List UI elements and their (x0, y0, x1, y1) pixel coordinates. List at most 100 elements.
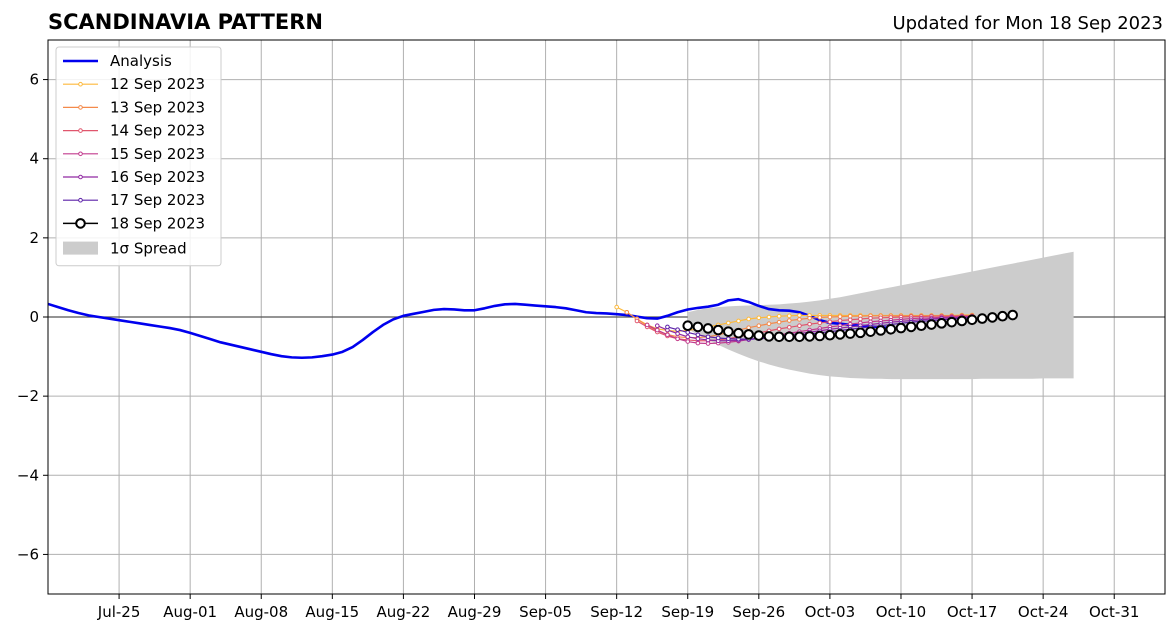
x-tick-label: Jul-25 (97, 603, 141, 621)
forecast-point (966, 314, 978, 326)
forecast-point (926, 319, 937, 330)
forecast-point (804, 331, 815, 342)
forecast-point (773, 331, 785, 343)
analysis-line (47, 297, 902, 360)
legend-swatch-spread (63, 241, 98, 255)
forecast-point (1007, 309, 1018, 321)
forecast-point (763, 331, 775, 342)
forecast-point (915, 320, 927, 332)
forecast-point (786, 324, 792, 330)
y-tick-label: 4 (29, 150, 39, 168)
forecast-point (705, 341, 711, 346)
forecast-point (946, 316, 958, 328)
legend-label: 18 Sep 2023 (110, 214, 205, 232)
forecast-point (726, 320, 731, 326)
forecast-point (976, 313, 988, 324)
y-tick-label: 2 (29, 229, 39, 247)
legend-label: 12 Sep 2023 (110, 75, 205, 93)
forecast-point (756, 315, 762, 321)
forecast-point (654, 327, 660, 333)
forecast-point (824, 329, 836, 341)
forecast-point (746, 325, 751, 330)
x-tick-label: Oct-24 (1018, 603, 1068, 621)
forecast-point (766, 321, 772, 327)
forecast-point (614, 304, 619, 310)
forecast-point (794, 331, 805, 343)
legend-label: 13 Sep 2023 (110, 98, 205, 116)
legend-label: 14 Sep 2023 (110, 122, 205, 140)
forecast-point (786, 313, 792, 319)
forecast-point (797, 323, 802, 329)
forecast-point (675, 331, 680, 336)
forecast-point (776, 326, 782, 332)
legend-label: Analysis (110, 52, 172, 70)
x-tick-label: Oct-10 (876, 603, 926, 621)
forecast-point (827, 314, 833, 320)
forecast-point (682, 320, 694, 332)
forecast-point (936, 318, 947, 329)
forecast-point (865, 326, 876, 337)
forecast-point (695, 340, 701, 346)
legend-marker (78, 174, 83, 180)
forecast-point (712, 324, 724, 336)
forecast-point (726, 336, 731, 342)
forecast-point (885, 323, 897, 335)
x-tick-label: Aug-29 (448, 603, 502, 621)
legend-marker (75, 218, 86, 229)
x-tick-label: Oct-31 (1089, 603, 1139, 621)
forecast-point (634, 318, 640, 324)
forecast-point (665, 324, 670, 330)
x-tick-label: Aug-22 (377, 603, 431, 621)
forecast-point (685, 339, 691, 344)
forecast-point (834, 329, 846, 340)
x-tick-label: Sep-26 (732, 603, 785, 621)
legend-marker (78, 151, 83, 157)
forecast-point (736, 318, 741, 324)
forecast-point (705, 334, 711, 340)
forecast-point (807, 321, 812, 327)
forecast-point (895, 322, 907, 334)
forecast-point (997, 310, 1008, 322)
updated-label: Updated for Mon 18 Sep 2023 (892, 13, 1163, 34)
x-tick-label: Sep-05 (519, 603, 572, 621)
forecast-point (797, 317, 802, 322)
forecast-point (783, 331, 795, 343)
x-tick-label: Aug-15 (305, 603, 359, 621)
forecast-point (847, 313, 853, 319)
forecast-point (723, 326, 734, 337)
forecast-point (733, 327, 744, 339)
x-tick-label: Aug-08 (234, 603, 288, 621)
forecast-point (827, 319, 833, 325)
forecast-point (695, 332, 701, 338)
forecast-point (746, 316, 751, 322)
forecast-point (685, 330, 691, 335)
forecast-point (817, 320, 823, 326)
forecast-point (624, 309, 630, 315)
forecast-point (715, 335, 721, 341)
x-tick-label: Aug-01 (163, 603, 217, 621)
forecast-point (753, 330, 765, 341)
forecast-point (786, 318, 792, 323)
forecast-point (665, 332, 670, 338)
forecast-series (682, 309, 1018, 343)
forecast-point (776, 313, 782, 319)
forecast-point (837, 318, 843, 323)
forecast-point (766, 314, 772, 320)
x-tick-label: Sep-19 (661, 603, 714, 621)
forecast-point (675, 336, 680, 342)
forecast-point (905, 321, 917, 333)
forecast-line (636, 315, 973, 342)
x-axis: Jul-25 Aug-01 Aug-08 Aug-15 Aug-22 Aug-29 Sep-… (97, 594, 1139, 621)
x-tick-label: Sep-12 (590, 603, 643, 621)
plot-area (47, 39, 1166, 595)
y-tick-label: −2 (17, 387, 39, 405)
chart-title: SCANDINAVIA PATTERN (48, 10, 323, 34)
legend-marker (78, 81, 83, 87)
forecast-point (868, 315, 873, 321)
y-tick-label: 6 (29, 71, 39, 89)
forecast-point (797, 313, 802, 318)
forecast-point (776, 319, 782, 325)
y-axis: −6 −4 −2 0 2 4 6 (17, 71, 48, 563)
x-tick-label: Oct-17 (947, 603, 997, 621)
